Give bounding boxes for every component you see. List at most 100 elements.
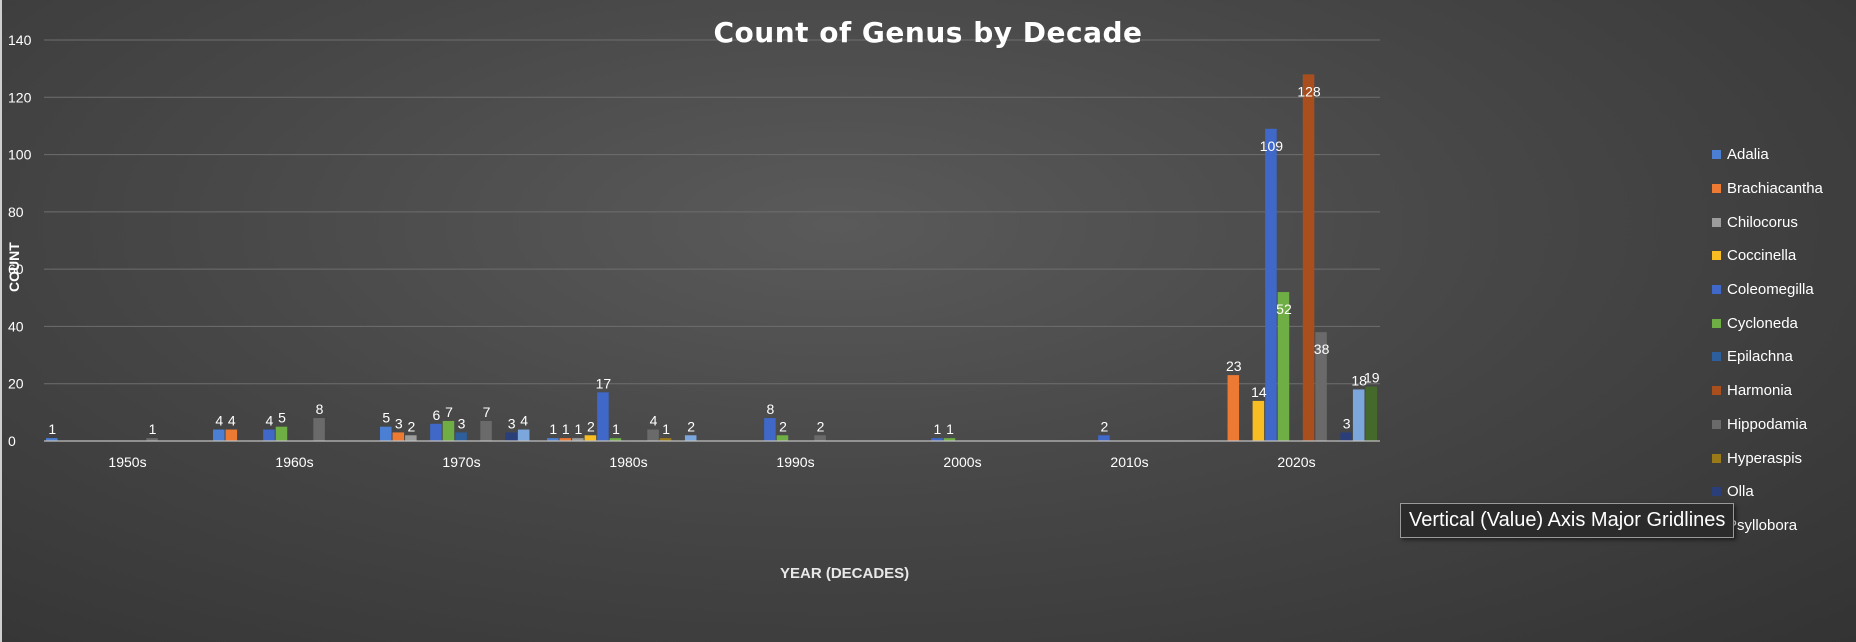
bar[interactable] — [517, 429, 530, 441]
legend-label: Harmonia — [1727, 382, 1793, 400]
bar[interactable] — [313, 418, 325, 441]
data-label: 2 — [1101, 418, 1109, 434]
y-tick-label: 80 — [8, 204, 24, 220]
legend-label: Brachiacantha — [1727, 180, 1823, 198]
data-label: 4 — [266, 413, 274, 429]
bar[interactable] — [1277, 292, 1290, 441]
bar[interactable] — [1315, 332, 1327, 441]
x-tick-label: 1980s — [609, 454, 647, 470]
bar[interactable] — [597, 392, 609, 441]
legend-item[interactable]: Harmonia — [1712, 374, 1852, 408]
bar[interactable] — [1265, 128, 1277, 442]
y-tick-label: 0 — [8, 433, 16, 449]
x-axis-title[interactable]: YEAR (DECADES) — [780, 565, 910, 582]
legend-label: Olla — [1727, 483, 1754, 501]
legend-label: Psyllobora — [1727, 516, 1798, 534]
legend-item[interactable]: Adalia — [1712, 138, 1852, 172]
legend-item[interactable]: Coccinella — [1712, 239, 1852, 273]
data-label: 1 — [946, 421, 954, 437]
data-label: 4 — [228, 413, 236, 429]
legend-item[interactable]: Hyperaspis — [1712, 441, 1852, 475]
legend[interactable]: Adalia Brachiacantha Chilocorus Coccinella C… — [1712, 138, 1852, 542]
data-label: 3 — [458, 415, 466, 431]
x-tick-label: 2010s — [1110, 454, 1148, 470]
legend-item[interactable]: Olla — [1712, 475, 1852, 509]
bar[interactable] — [505, 432, 517, 441]
bar[interactable] — [405, 435, 417, 441]
legend-swatch — [1712, 150, 1721, 160]
bar[interactable] — [46, 438, 58, 441]
data-label: 1 — [574, 421, 582, 437]
y-tick-label: 100 — [8, 147, 32, 163]
data-label: 4 — [215, 413, 223, 429]
bar[interactable] — [380, 426, 392, 441]
data-label: 14 — [1251, 384, 1267, 400]
bar[interactable] — [213, 429, 225, 441]
bar[interactable] — [659, 438, 672, 441]
bar[interactable] — [1098, 435, 1110, 441]
bar[interactable] — [559, 438, 572, 441]
bar[interactable] — [584, 435, 597, 441]
bar[interactable] — [684, 435, 697, 441]
bar[interactable] — [263, 429, 275, 441]
legend-label: Cycloneda — [1727, 314, 1798, 332]
bar[interactable] — [1340, 432, 1352, 441]
bar[interactable] — [392, 432, 405, 441]
legend-item[interactable]: Epilachna — [1712, 340, 1852, 374]
bar[interactable] — [547, 438, 559, 441]
legend-swatch — [1712, 352, 1721, 362]
data-label: 18 — [1351, 372, 1367, 388]
tooltip: Vertical (Value) Axis Major Gridlines — [1400, 503, 1735, 538]
x-tick-label: 1970s — [442, 454, 480, 470]
data-label: 8 — [316, 401, 324, 417]
bar[interactable] — [814, 435, 826, 441]
bar[interactable] — [1352, 389, 1365, 441]
data-label: 3 — [395, 415, 403, 431]
data-label: 2 — [779, 418, 787, 434]
bars[interactable] — [44, 74, 1380, 442]
data-label: 1 — [934, 421, 942, 437]
bar[interactable] — [225, 429, 238, 441]
bar[interactable] — [146, 438, 158, 441]
bar[interactable] — [480, 420, 492, 441]
legend-item[interactable]: Cycloneda — [1712, 306, 1852, 340]
bar[interactable] — [609, 438, 622, 441]
bar[interactable] — [943, 438, 956, 441]
y-tick-label: 120 — [8, 89, 32, 105]
bar[interactable] — [1252, 400, 1265, 441]
bar[interactable] — [931, 438, 943, 441]
y-tick-label: 20 — [8, 376, 24, 392]
legend-item[interactable]: Hippodamia — [1712, 408, 1852, 442]
bar[interactable] — [275, 426, 288, 441]
data-label: 7 — [483, 404, 491, 420]
bar[interactable] — [1302, 74, 1315, 441]
chart-title[interactable]: Count of Genus by Decade — [713, 16, 1143, 49]
legend-label: Adalia — [1727, 146, 1769, 164]
legend-swatch — [1712, 217, 1721, 227]
data-label: 5 — [278, 410, 286, 426]
gridlines[interactable] — [44, 39, 1380, 385]
bar[interactable] — [647, 429, 659, 441]
data-label: 17 — [596, 375, 612, 391]
legend-swatch — [1712, 318, 1721, 328]
data-label: 1 — [549, 421, 557, 437]
y-tick-label: 140 — [8, 32, 32, 48]
bar[interactable] — [764, 418, 776, 441]
bar[interactable] — [455, 432, 467, 441]
data-label: 2 — [407, 418, 415, 434]
legend-item[interactable]: Brachiacantha — [1712, 172, 1852, 206]
bar[interactable] — [1365, 386, 1377, 441]
legend-item[interactable]: Chilocorus — [1712, 205, 1852, 239]
data-label: 2 — [817, 418, 825, 434]
y-axis-title[interactable]: COUNT — [6, 242, 22, 292]
data-label: 2 — [587, 418, 595, 434]
bar[interactable] — [430, 423, 442, 441]
bar[interactable] — [442, 420, 455, 441]
bar[interactable] — [572, 438, 584, 441]
bar[interactable] — [1227, 375, 1240, 441]
legend-item[interactable]: Coleomegilla — [1712, 273, 1852, 307]
bar[interactable] — [776, 435, 789, 441]
